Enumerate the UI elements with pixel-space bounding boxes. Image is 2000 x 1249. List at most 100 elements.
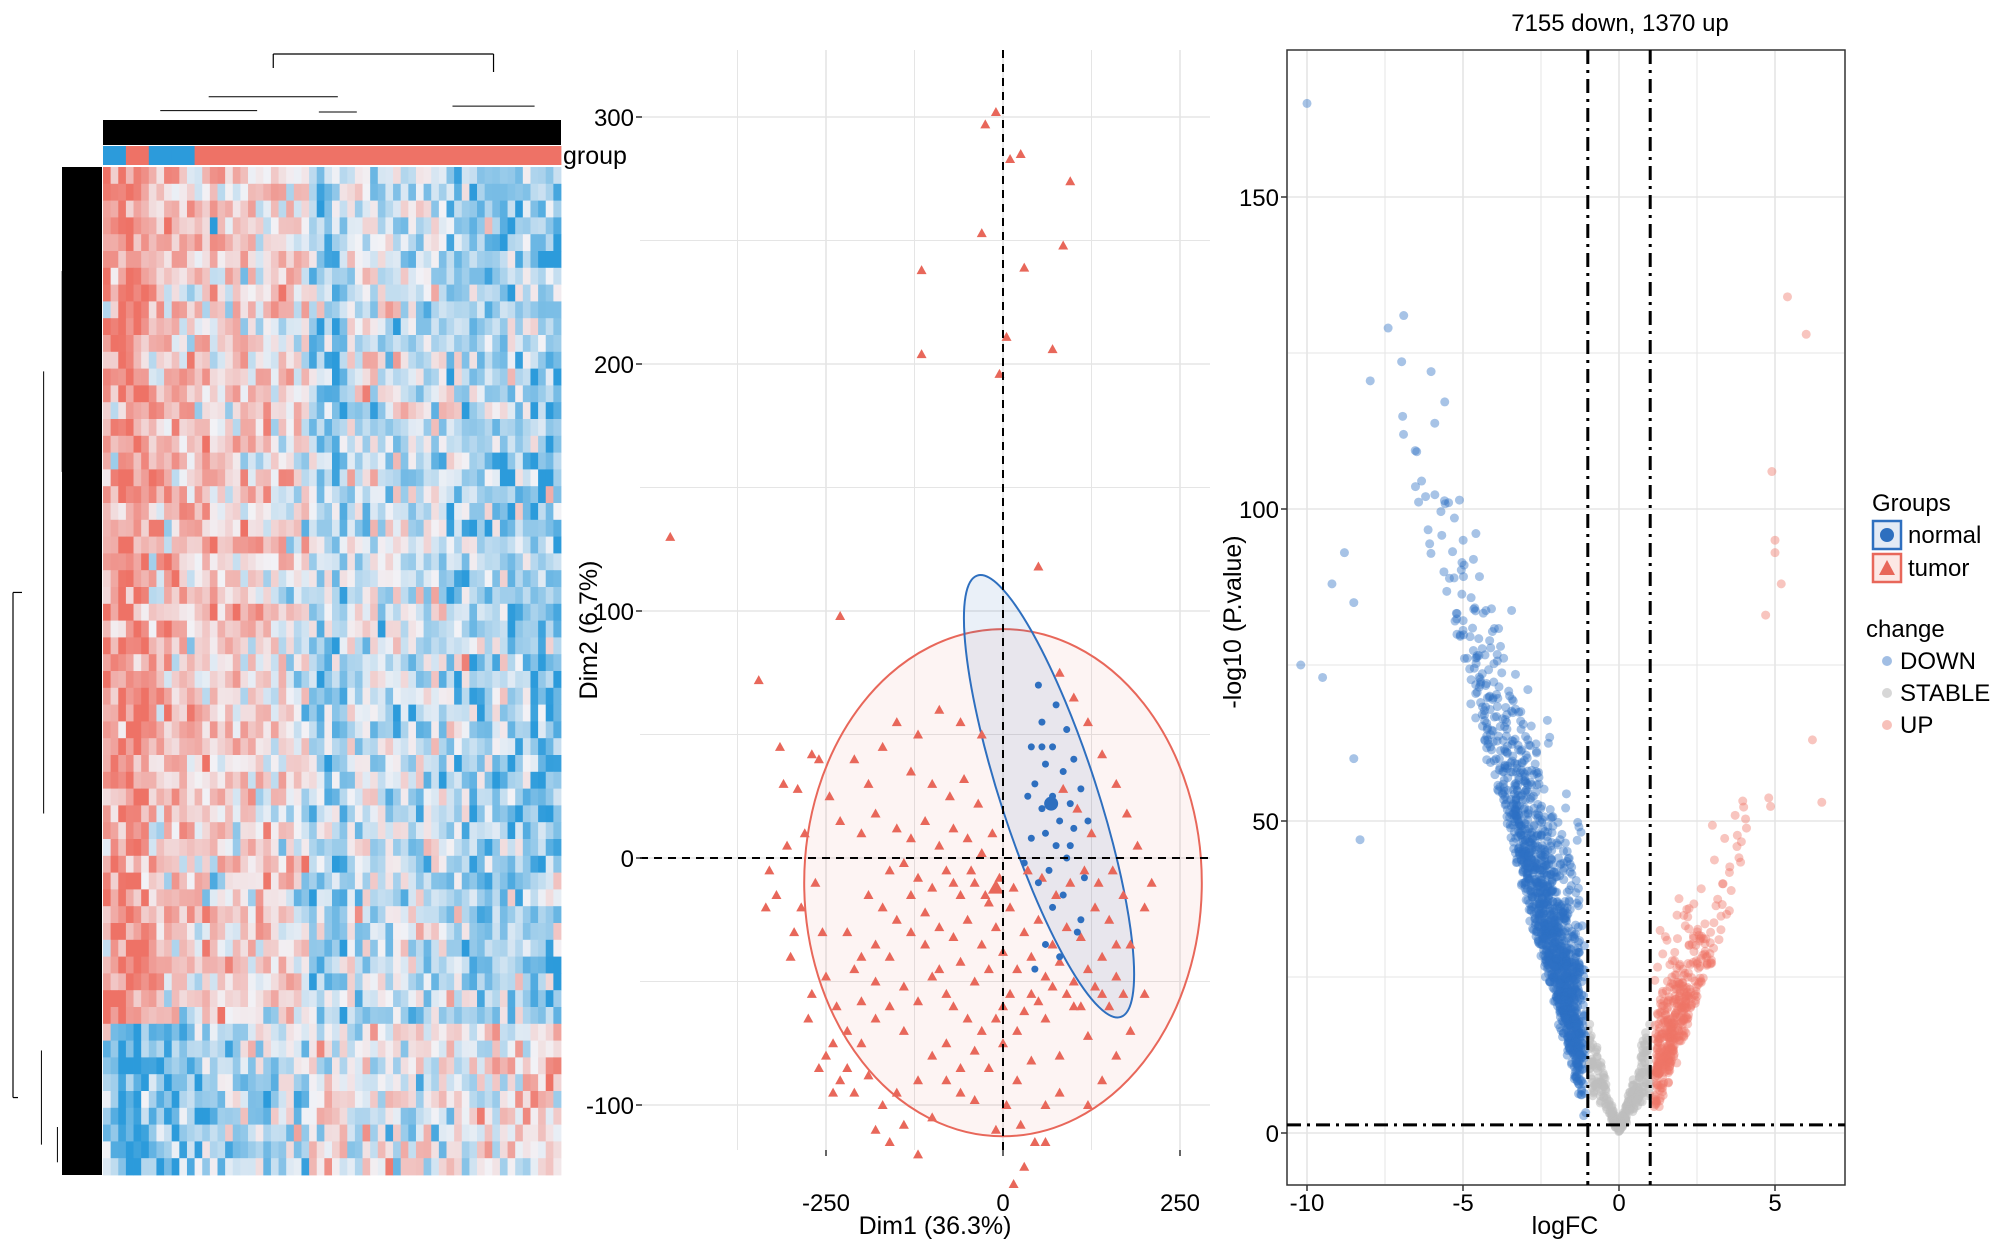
heatmap-cell [186,771,195,789]
heatmap-cell [385,318,394,336]
heatmap-cell [164,217,173,235]
heatmap-cell [545,771,554,789]
heatmap-cell [362,771,371,789]
heatmap-cell [461,855,470,873]
pca-point-tumor [891,1087,902,1097]
heatmap-cell [332,721,341,739]
heatmap-cell [477,335,486,353]
heatmap-cell [255,284,264,302]
heatmap-cell [492,1057,501,1075]
heatmap-cell [156,738,165,756]
heatmap-cell [202,167,211,185]
heatmap-cell [194,771,203,789]
heatmap-cell [446,603,455,621]
heatmap-cell [103,704,112,722]
heatmap-cell [507,217,516,235]
pca-point-tumor [913,729,924,739]
heatmap-cell [171,167,180,185]
heatmap-cell [125,1158,134,1176]
heatmap-cell [461,990,470,1008]
heatmap-cell [278,503,287,521]
heatmap-cell [202,603,211,621]
heatmap-cell [286,822,295,840]
heatmap-cell [377,1158,386,1176]
heatmap-cell [171,318,180,336]
heatmap-cell [133,889,142,907]
heatmap-cell [553,1057,562,1075]
pca-y-axis-title: Dim2 (6.7%) [575,561,603,700]
heatmap-cell [255,402,264,420]
heatmap-cell [293,267,302,285]
heatmap-cell [248,452,257,470]
heatmap-cell [286,553,295,571]
heatmap-cell [339,889,348,907]
heatmap-cell [270,990,279,1008]
heatmap-cell [232,402,241,420]
heatmap-cell [278,805,287,823]
heatmap-cell [499,620,508,638]
heatmap-cell [194,183,203,201]
heatmap-cell [316,1124,325,1142]
heatmap-cell [293,805,302,823]
heatmap-cell [324,1040,333,1058]
heatmap-cell [171,721,180,739]
heatmap-cell [385,738,394,756]
heatmap-cell [538,738,547,756]
heatmap-cell [255,385,264,403]
pca-point-tumor [813,754,824,764]
heatmap-cell [171,200,180,218]
heatmap-cell [431,351,440,369]
heatmap-cell [438,1091,447,1109]
volcano-point-stable [1607,1107,1617,1117]
heatmap-cell [232,251,241,269]
heatmap-cell [278,939,287,957]
heatmap-cell [545,620,554,638]
heatmap-cell [225,654,234,672]
heatmap-cell [522,267,531,285]
pca-point-tumor [1054,1087,1065,1097]
heatmap-cell [125,452,134,470]
heatmap-cell [301,839,310,857]
heatmap-cell [415,1107,424,1125]
heatmap-cell [186,1007,195,1025]
heatmap-cell [332,519,341,537]
heatmap-cell [278,587,287,605]
heatmap-cell [553,351,562,369]
heatmap-cell [263,671,272,689]
heatmap-cell [270,620,279,638]
heatmap-cell [423,452,432,470]
heatmap-cell [171,402,180,420]
heatmap-cell [545,956,554,974]
volcano-point-down [1540,925,1550,935]
heatmap-cell [278,318,287,336]
heatmap-cell [164,1141,173,1159]
heatmap-cell [240,318,249,336]
heatmap-cell [522,167,531,185]
heatmap-cell [522,990,531,1008]
heatmap-cell [202,536,211,554]
heatmap-cell [515,620,524,638]
heatmap-cell [408,251,417,269]
heatmap-cell [278,385,287,403]
heatmap-cell [263,956,272,974]
heatmap-cell [332,301,341,319]
heatmap-cell [316,1057,325,1075]
heatmap-cell [347,519,356,537]
heatmap-cell [194,822,203,840]
heatmap-cell [484,855,493,873]
heatmap-cell [454,654,463,672]
heatmap-cell [385,637,394,655]
pca-x-tick-label: -250 [802,1190,850,1217]
heatmap-cell [255,1007,264,1025]
heatmap-cell [202,1107,211,1125]
heatmap-cell [530,654,539,672]
heatmap-cell [393,217,402,235]
heatmap-cell [156,704,165,722]
heatmap-cell [339,402,348,420]
heatmap-cell [248,990,257,1008]
heatmap-cell [301,1040,310,1058]
heatmap-cell [217,553,226,571]
heatmap-cell [400,469,409,487]
heatmap-cell [332,1074,341,1092]
